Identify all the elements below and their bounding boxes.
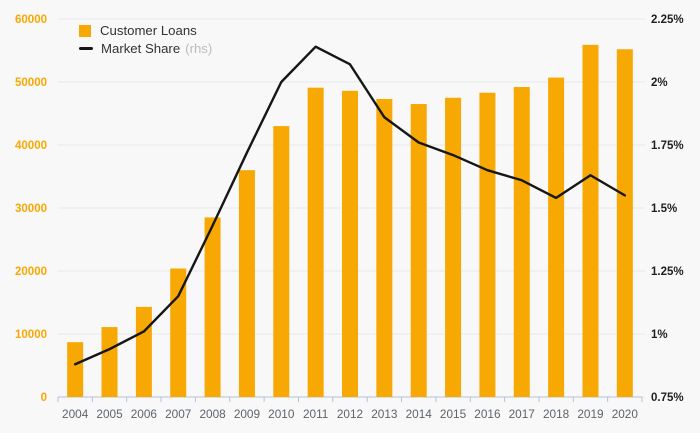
y-left-tick-label: 40000 — [15, 140, 47, 152]
x-tick-label: 2004 — [62, 407, 89, 421]
legend-item-market-share[interactable]: Market Share (rhs) — [79, 41, 212, 56]
x-tick-label: 2018 — [543, 407, 570, 421]
bar-2004 — [67, 342, 84, 397]
legend-item-customer-loans[interactable]: Customer Loans — [79, 23, 212, 38]
bar-2012 — [342, 90, 358, 397]
x-tick-label: 2012 — [337, 407, 363, 421]
x-tick-label: 2013 — [371, 407, 398, 421]
bar-2011 — [307, 87, 324, 398]
bar-2016 — [479, 92, 496, 398]
y-left-tick-label: 30000 — [15, 203, 47, 215]
bar-2005 — [101, 327, 118, 397]
y-right-tick-label: 2.25% — [651, 14, 684, 26]
bar-2019 — [582, 44, 599, 398]
x-tick-label: 2016 — [474, 407, 501, 421]
x-tick-label: 2020 — [612, 407, 639, 421]
x-tick-label: 2008 — [199, 407, 226, 421]
x-tick-label: 2011 — [303, 407, 328, 421]
customer-loans-swatch-icon — [79, 24, 91, 37]
y-right-tick-label: 1.5% — [651, 203, 677, 215]
x-tick-label: 2019 — [577, 407, 603, 421]
x-tick-label: 2010 — [268, 407, 295, 421]
bar-2010 — [273, 126, 290, 397]
bar-2013 — [376, 99, 393, 397]
y-right-tick-label: 2% — [651, 77, 668, 89]
x-tick-label: 2007 — [165, 407, 191, 421]
bar-2007 — [170, 268, 187, 397]
market-share-line — [73, 45, 627, 366]
bar-2018 — [548, 77, 565, 397]
bar-2017 — [513, 87, 530, 397]
y-right-tick-label: 1.75% — [651, 140, 684, 152]
legend-label-market-share-suffix: (rhs) — [185, 41, 213, 56]
bar-2008 — [204, 217, 221, 397]
legend-label-customer-loans: Customer Loans — [100, 23, 197, 38]
y-left-tick-label: 50000 — [15, 77, 47, 89]
x-tick-label: 2017 — [509, 407, 535, 421]
bar-2009 — [238, 170, 255, 397]
bar-2020 — [616, 49, 633, 398]
y-right-tick-label: 1% — [651, 329, 668, 341]
x-tick-label: 2014 — [406, 407, 433, 421]
y-left-tick-label: 20000 — [15, 266, 47, 278]
market-share-line-swatch-icon — [79, 47, 93, 50]
y-left-tick-label: 60000 — [15, 14, 47, 26]
legend-label-market-share: Market Share — [101, 41, 181, 56]
bar-2014 — [410, 104, 427, 398]
x-tick-label: 2005 — [96, 407, 123, 421]
x-tick-label: 2006 — [131, 407, 158, 421]
x-tick-label: 2009 — [234, 407, 260, 421]
y-right-tick-label: 1.25% — [651, 266, 684, 278]
bar-2006 — [135, 306, 152, 397]
y-left-tick-label: 10000 — [15, 329, 47, 341]
x-tick-label: 2015 — [440, 407, 467, 421]
y-left-tick-label: 0 — [41, 392, 47, 404]
legend: Customer Loans Market Share (rhs) — [79, 23, 212, 56]
y-right-tick-label: 0.75% — [651, 392, 684, 404]
bar-2015 — [445, 97, 462, 397]
